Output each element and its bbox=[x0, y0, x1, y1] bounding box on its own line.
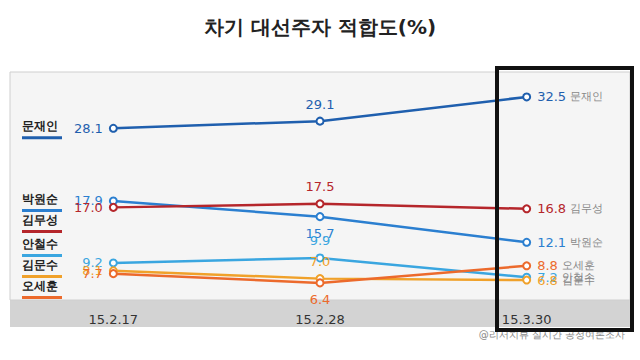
svg-text:박원순: 박원순 bbox=[570, 236, 603, 249]
svg-text:15.2.17: 15.2.17 bbox=[89, 312, 139, 327]
svg-text:김무성: 김무성 bbox=[22, 213, 58, 227]
svg-text:오세훈: 오세훈 bbox=[22, 279, 58, 293]
svg-text:12.1: 12.1 bbox=[537, 235, 566, 250]
svg-text:15.2.28: 15.2.28 bbox=[295, 312, 345, 327]
svg-text:17.5: 17.5 bbox=[306, 179, 335, 194]
svg-text:김문수: 김문수 bbox=[562, 274, 595, 287]
svg-text:32.5: 32.5 bbox=[537, 89, 566, 104]
svg-text:7.7: 7.7 bbox=[82, 266, 103, 281]
svg-text:29.1: 29.1 bbox=[306, 97, 335, 112]
svg-text:문재인: 문재인 bbox=[22, 119, 58, 133]
svg-text:17.0: 17.0 bbox=[74, 200, 103, 215]
svg-text:9.9: 9.9 bbox=[310, 233, 331, 248]
svg-text:오세훈: 오세훈 bbox=[562, 259, 595, 272]
svg-text:28.1: 28.1 bbox=[74, 121, 103, 136]
svg-text:15.3.30: 15.3.30 bbox=[502, 312, 552, 327]
svg-text:16.8: 16.8 bbox=[537, 201, 566, 216]
svg-text:박원순: 박원순 bbox=[22, 192, 58, 206]
svg-text:차기 대선주자 적합도(%): 차기 대선주자 적합도(%) bbox=[204, 15, 436, 39]
svg-text:김문수: 김문수 bbox=[22, 258, 58, 272]
svg-text:김무성: 김무성 bbox=[570, 202, 603, 215]
svg-text:8.8: 8.8 bbox=[537, 258, 558, 273]
svg-text:6.4: 6.4 bbox=[310, 292, 331, 307]
svg-text:7.0: 7.0 bbox=[310, 254, 331, 269]
svg-text:안철수: 안철수 bbox=[22, 237, 58, 251]
svg-text:6.8: 6.8 bbox=[537, 273, 558, 288]
svg-text:문재인: 문재인 bbox=[570, 90, 603, 103]
